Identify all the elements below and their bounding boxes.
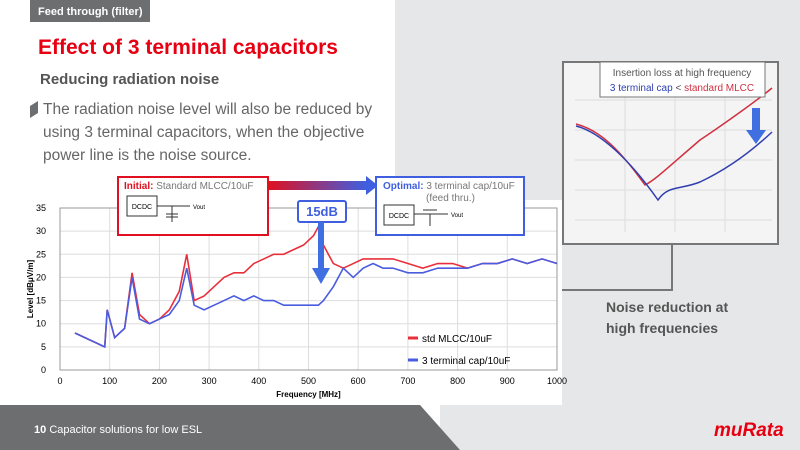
- series-line: [74, 224, 558, 349]
- x-tick-label: 600: [351, 376, 366, 386]
- y-tick-label: 10: [36, 319, 46, 329]
- inset-title-box: [599, 61, 766, 98]
- tag-box: [30, 0, 150, 22]
- x-tick-label: 300: [202, 376, 217, 386]
- x-tick-label: 200: [152, 376, 167, 386]
- x-tick-label: 1000: [547, 376, 567, 386]
- inset-left: 3 terminal cap: [610, 83, 673, 94]
- y-axis-label: Level [dBμV/m]: [26, 260, 35, 319]
- inset-title: Insertion loss at high frequency: [613, 68, 751, 79]
- title: Effect of 3 terminal capacitors: [38, 36, 338, 59]
- subtitle: Reducing radiation noise: [40, 71, 220, 88]
- x-axis-label: Frequency [MHz]: [276, 390, 341, 399]
- connector: [545, 244, 673, 291]
- reduction: 15dB: [306, 204, 338, 219]
- y-tick-label: 20: [36, 272, 46, 282]
- noise-text: high frequencies: [606, 320, 718, 336]
- x-tick-label: 900: [500, 376, 515, 386]
- optimal-text: 3 terminal cap/10uF: [426, 181, 514, 192]
- footer-bar: [0, 405, 460, 450]
- reduction-arrow-head: [312, 268, 330, 284]
- x-tick-label: 100: [102, 376, 117, 386]
- footer-text: Capacitor solutions for low ESL: [49, 424, 203, 436]
- dcdc-box: [383, 204, 415, 226]
- body: The radiation noise level will also be r…: [43, 98, 372, 167]
- inset-op: <: [675, 83, 681, 94]
- page-number: 10: [34, 424, 47, 436]
- x-tick-label: 400: [251, 376, 266, 386]
- initial-text: Standard MLCC/10uF: [156, 181, 253, 192]
- noise-text: Noise reduction at: [606, 299, 728, 315]
- x-tick-label: 800: [450, 376, 465, 386]
- y-tick-label: 25: [36, 249, 46, 259]
- legend-label: std MLCC/10uF: [422, 334, 492, 345]
- body-line: using 3 terminal capacitors, when the ob…: [43, 124, 365, 141]
- logo: muRata: [714, 420, 784, 441]
- improve-arrow-head: [366, 176, 378, 195]
- inset-blue-curve: [575, 125, 773, 202]
- initial-label: Initial:: [124, 181, 153, 192]
- dcdc: DCDC: [132, 204, 152, 211]
- inset-grid: [575, 80, 772, 232]
- legend-label: 3 terminal cap/10uF: [422, 356, 510, 367]
- series-line: [74, 258, 558, 349]
- improve-arrow: [268, 181, 366, 190]
- bullet: [30, 101, 38, 118]
- x-tick-label: 700: [400, 376, 415, 386]
- dcdc: DCDC: [389, 213, 409, 220]
- y-tick-label: 0: [41, 365, 46, 375]
- y-tick-label: 5: [41, 342, 46, 352]
- inset-compare: 3 terminal cap < standard MLCC: [610, 83, 754, 94]
- optimal-label: Optimal:: [383, 181, 424, 192]
- footer: 10 Capacitor solutions for low ESL: [34, 424, 202, 436]
- tag: Feed through (filter): [38, 6, 143, 18]
- initial-caption: Initial: Standard MLCC/10uF: [124, 181, 254, 192]
- y-tick-label: 30: [36, 226, 46, 236]
- vout: Vout: [193, 205, 205, 211]
- body-line: The radiation noise level will also be r…: [43, 101, 373, 118]
- inset-right: standard MLCC: [684, 83, 754, 94]
- optimal-caption: Optimal: 3 terminal cap/10uF: [383, 181, 515, 192]
- optimal-note: (feed thru.): [426, 193, 475, 204]
- inset-red-curve: [575, 87, 773, 186]
- x-tick-label: 500: [301, 376, 316, 386]
- vout: Vout: [451, 213, 463, 219]
- reduction-arrow: [318, 222, 324, 270]
- y-tick-label: 15: [36, 296, 46, 306]
- inset-arrow: [746, 108, 766, 144]
- y-tick-label: 35: [36, 203, 46, 213]
- body-line: power line is the noise source.: [43, 147, 252, 164]
- x-tick-label: 0: [57, 376, 62, 386]
